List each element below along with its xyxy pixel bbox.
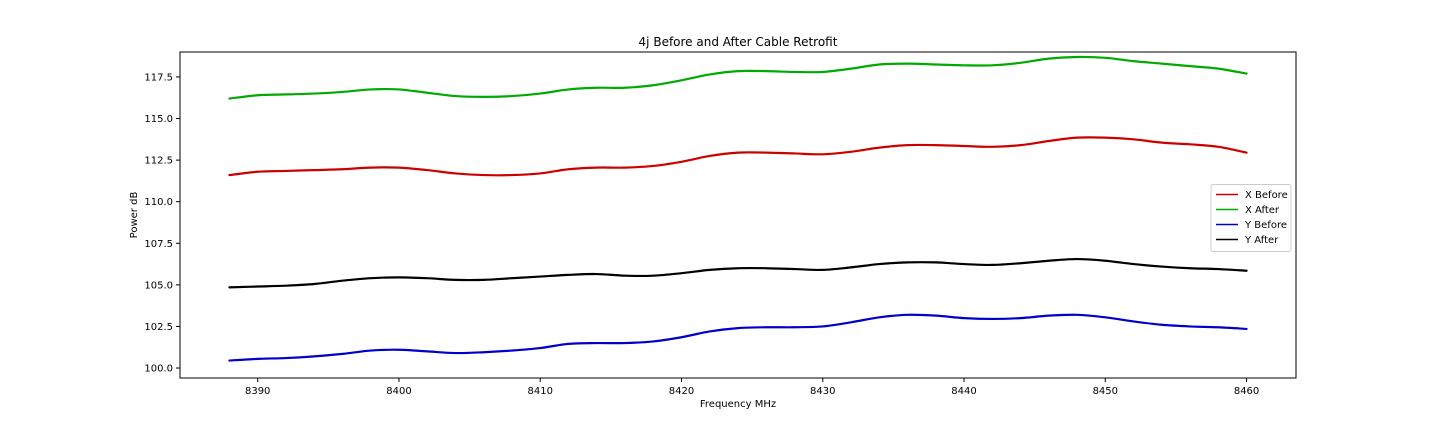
x-tick-label-3: 8410	[528, 386, 553, 397]
x-tick-label-5: 8430	[810, 386, 835, 397]
y-axis-label: Power dB	[129, 192, 140, 239]
legend: X Before X After Y Before Y After	[1210, 184, 1292, 252]
y-tick-label-6: 112.5	[144, 156, 173, 167]
x-tick-label-6: 8440	[951, 386, 976, 397]
y-tick-label-1: 100.0	[144, 364, 173, 375]
legend-label-1: X Before	[1245, 190, 1288, 201]
x-tick-label-2: 8400	[386, 386, 411, 397]
y-axis: 100.0 102.5 105.0 107.5 110.0 112.5 115.0 117.5	[144, 72, 180, 375]
series-layer	[228, 55, 1248, 362]
series-line-2	[228, 55, 1248, 100]
y-tick-label-8: 117.5	[144, 72, 173, 83]
x-tick-label-7: 8450	[1093, 386, 1118, 397]
x-axis: 8390 8400 8410 8420 8430 8440 8450 8460	[245, 378, 1259, 397]
y-tick-label-7: 115.0	[144, 114, 173, 125]
legend-label-3: Y Before	[1244, 220, 1287, 231]
plot-area	[179, 51, 1297, 379]
legend-box	[1210, 184, 1292, 252]
chart-title: 4j Before and After Cable Retrofit	[639, 35, 838, 49]
y-tick-label-3: 105.0	[144, 280, 173, 291]
y-tick-label-2: 102.5	[144, 322, 173, 333]
y-tick-label-4: 107.5	[144, 239, 173, 250]
x-tick-label-8: 8460	[1234, 386, 1259, 397]
series-line-4	[228, 257, 1248, 289]
x-tick-label-4: 8420	[669, 386, 694, 397]
y-tick-label-5: 110.0	[144, 197, 173, 208]
series-line-3	[228, 313, 1248, 362]
x-tick-label-1: 8390	[245, 386, 270, 397]
x-axis-label: Frequency MHz	[700, 399, 776, 410]
series-line-1	[228, 136, 1248, 177]
legend-label-4: Y After	[1244, 235, 1279, 246]
legend-label-2: X After	[1245, 205, 1280, 216]
